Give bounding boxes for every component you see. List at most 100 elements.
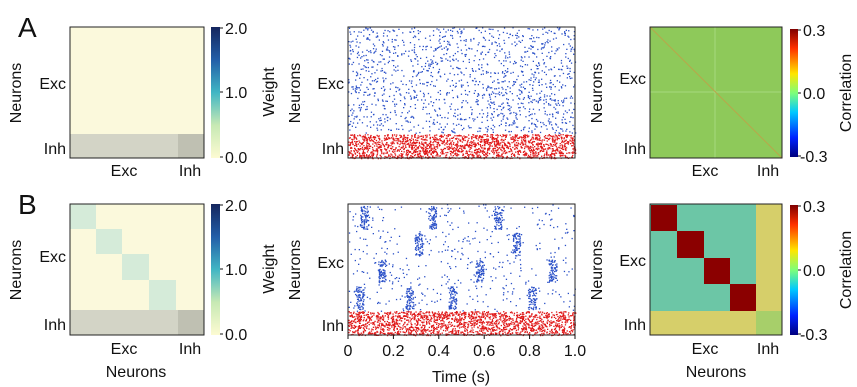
inh-spike <box>450 150 452 153</box>
inh-spike <box>391 150 394 152</box>
inh-spike <box>376 149 378 151</box>
inh-spike <box>475 144 477 146</box>
exc-burst-spike <box>407 295 410 297</box>
exc-spike <box>431 300 433 302</box>
inh-spike <box>495 140 497 142</box>
inh-spike <box>493 138 496 140</box>
inh-spike <box>523 320 526 322</box>
exc-spike <box>476 101 478 103</box>
inh-spike <box>546 137 549 140</box>
inh-spike <box>561 311 563 313</box>
exc-spike <box>377 36 379 38</box>
exc-spike <box>358 249 360 251</box>
exc-spike <box>382 41 384 43</box>
weight-xtick-exc-a: Exc <box>111 163 138 180</box>
inh-spike <box>534 134 537 136</box>
exc-spike <box>412 297 415 299</box>
inh-spike <box>441 134 443 136</box>
inh-spike <box>497 134 499 137</box>
exc-burst-spike <box>383 271 385 274</box>
inh-spike <box>462 154 465 156</box>
exc-spike <box>394 111 396 114</box>
exc-spike <box>501 86 503 89</box>
exc-spike <box>399 268 401 270</box>
inh-spike <box>520 147 522 149</box>
exc-spike <box>459 36 461 38</box>
exc-spike <box>492 36 495 38</box>
exc-spike <box>564 32 566 34</box>
exc-spike <box>376 291 378 293</box>
exc-spike <box>486 119 489 122</box>
exc-spike <box>546 114 548 116</box>
inh-spike <box>551 317 553 319</box>
exc-spike <box>505 91 507 94</box>
exc-spike <box>421 71 423 73</box>
inh-spike <box>445 137 447 140</box>
raster-ylabel-a: Neurons <box>287 63 304 123</box>
exc-spike <box>482 45 485 47</box>
inh-spike <box>562 146 564 149</box>
exc-burst-spike <box>413 308 415 310</box>
inh-spike <box>482 316 484 318</box>
inh-spike <box>502 134 504 136</box>
exc-spike <box>514 122 516 124</box>
exc-spike <box>373 95 376 97</box>
exc-burst-spike <box>360 297 362 299</box>
exc-spike <box>356 74 359 76</box>
exc-burst-spike <box>434 222 436 224</box>
exc-spike <box>544 44 546 46</box>
exc-burst-spike <box>382 273 384 275</box>
inh-spike <box>444 314 446 316</box>
exc-spike <box>513 120 515 123</box>
exc-spike <box>428 120 431 123</box>
exc-burst-spike <box>554 260 556 262</box>
inh-spike <box>546 140 548 142</box>
exc-spike <box>513 123 515 125</box>
exc-spike <box>546 128 548 130</box>
exc-burst-spike <box>549 264 551 266</box>
inh-spike <box>415 149 417 151</box>
exc-spike <box>546 95 548 97</box>
inh-spike <box>460 147 462 149</box>
exc-spike <box>506 93 508 95</box>
inh-spike <box>510 137 512 139</box>
exc-spike <box>442 132 444 134</box>
inh-spike <box>442 152 444 154</box>
exc-spike <box>359 73 362 76</box>
exc-burst-spike <box>412 290 414 293</box>
exc-spike <box>523 81 525 83</box>
inh-spike <box>473 155 475 157</box>
inh-spike <box>481 147 483 149</box>
exc-spike <box>494 96 497 98</box>
inh-spike <box>440 140 443 142</box>
exc-spike <box>529 38 531 40</box>
inh-spike <box>448 156 451 158</box>
inh-spike <box>362 138 364 140</box>
inh-spike <box>522 142 524 144</box>
inh-spike <box>438 145 441 147</box>
exc-burst-spike <box>535 292 538 295</box>
exc-spike <box>443 243 445 246</box>
inh-spike <box>497 141 500 143</box>
exc-burst-spike <box>499 212 501 214</box>
inh-spike <box>415 330 417 333</box>
exc-burst-spike <box>449 305 452 307</box>
inh-spike <box>439 333 441 335</box>
inh-spike <box>506 134 508 136</box>
exc-burst-spike <box>455 303 457 305</box>
exc-spike <box>490 101 492 103</box>
exc-spike <box>564 118 566 120</box>
inh-spike <box>487 135 489 137</box>
inh-spike <box>569 143 572 145</box>
inh-spike <box>483 154 485 156</box>
exc-spike <box>418 71 420 74</box>
exc-spike <box>543 99 545 101</box>
exc-spike <box>524 64 526 66</box>
exc-spike <box>409 42 412 44</box>
exc-spike <box>420 57 422 59</box>
exc-burst-spike <box>530 291 532 293</box>
inh-spike <box>403 151 405 153</box>
exc-spike <box>512 63 515 65</box>
inh-spike <box>565 135 567 138</box>
exc-burst-spike <box>453 288 455 291</box>
